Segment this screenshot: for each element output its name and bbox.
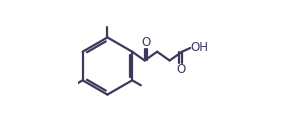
Text: O: O [141, 36, 151, 49]
Text: O: O [176, 63, 185, 76]
Text: OH: OH [191, 41, 209, 54]
